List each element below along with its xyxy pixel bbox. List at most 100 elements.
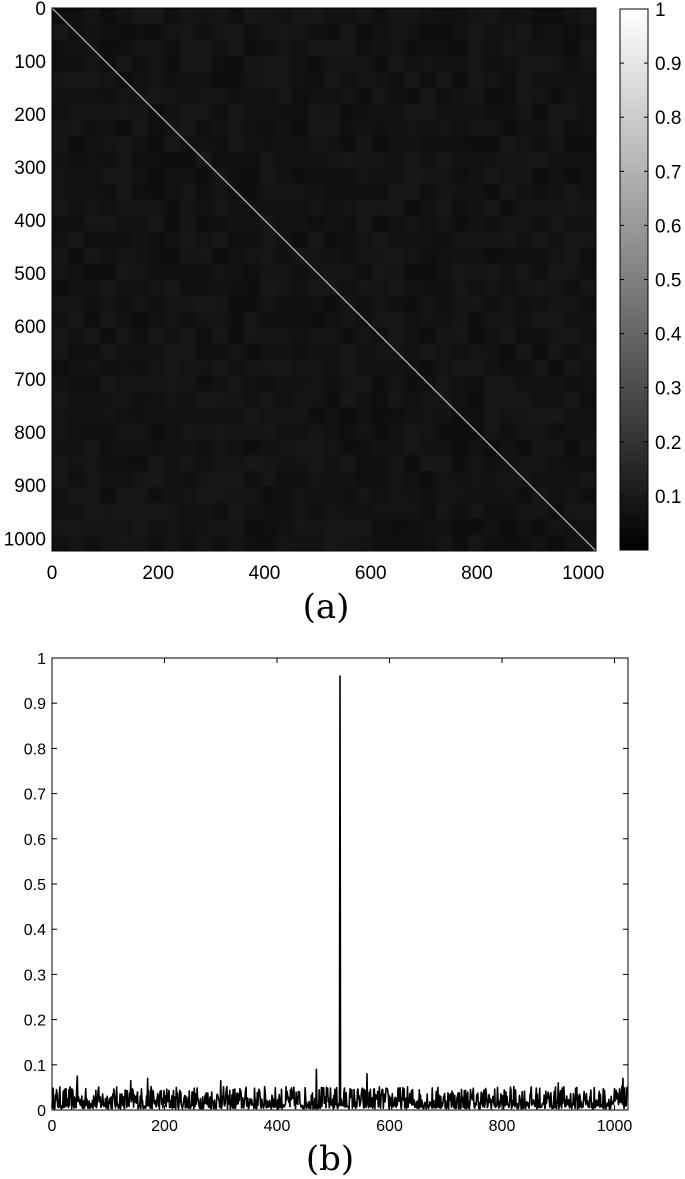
heatmap-cell [100,247,117,265]
heatmap-cell [340,343,357,360]
heatmap-cell [356,71,373,89]
heatmap-cell [388,199,405,217]
heatmap-cell [500,375,517,392]
heatmap-cell [196,103,213,121]
heatmap-cell [276,423,293,440]
heatmap-cell [196,439,213,456]
heatmap-cell [324,295,341,312]
heatmap-cell [276,503,293,520]
heatmap-cell [388,263,405,280]
heatmap-cell [116,455,133,472]
heatmap-cell [436,327,453,344]
line-chart-x-tick-label: 400 [264,1118,291,1135]
heatmap-cell [164,295,181,312]
heatmap-cell [548,455,565,472]
heatmap-cell [420,23,437,41]
heatmap-cell [420,423,437,440]
heatmap-cell [180,375,197,392]
heatmap-cell [244,375,261,392]
heatmap-cell [260,263,277,280]
heatmap-cell [324,135,341,153]
heatmap-cell [308,311,325,328]
heatmap-cell [532,199,549,217]
heatmap-cell [228,359,245,376]
heatmap-cell [468,535,485,552]
heatmap-cell [244,23,261,41]
heatmap-cell [564,311,581,328]
heatmap-cell [356,87,373,105]
heatmap-cell [532,455,549,472]
heatmap-cell [100,535,117,552]
heatmap-cell [68,55,85,73]
heatmap-cell [132,295,149,312]
heatmap-cell [404,215,421,233]
heatmap-cell [516,519,533,536]
heatmap-cell [484,151,501,169]
heatmap-cell [532,439,549,456]
heatmap-cell [500,231,517,249]
heatmap-cell [228,455,245,472]
heatmap-cell [52,391,69,408]
heatmap-cell [388,279,405,296]
heatmap-cell [212,103,229,121]
heatmap-cell [532,343,549,360]
heatmap-cell [148,375,165,392]
heatmap-cell [548,119,565,137]
heatmap-cell [452,279,469,296]
heatmap-cell [164,71,181,89]
heatmap-cell [68,119,85,137]
heatmap-cell [388,455,405,472]
heatmap-cell [276,327,293,344]
heatmap-cell [52,471,69,488]
heatmap-cell [132,391,149,408]
heatmap-cell [452,519,469,536]
heatmap-cell [84,23,101,41]
line-chart-y-tick-label: 0.2 [24,1013,46,1030]
heatmap-cell [516,55,533,73]
heatmap-cell [548,71,565,89]
heatmap-cell [468,55,485,73]
heatmap-cell [276,215,293,233]
heatmap-cell [228,423,245,440]
heatmap-cell [164,439,181,456]
heatmap-cell [132,199,149,217]
heatmap-cell [548,487,565,504]
heatmap-cell [180,231,197,249]
heatmap-cell [404,87,421,105]
heatmap-cell [372,503,389,520]
heatmap-cell [260,87,277,105]
heatmap-cell [148,503,165,520]
heatmap-cell [484,487,501,504]
heatmap-cell [564,151,581,169]
heatmap-cell [500,87,517,105]
heatmap-cell [180,391,197,408]
heatmap-cell [68,231,85,249]
heatmap-cell [420,247,437,265]
heatmap-cell [484,247,501,265]
heatmap-cell [84,455,101,472]
heatmap-cell [404,135,421,153]
heatmap-cell [532,167,549,185]
heatmap-cell [276,71,293,89]
heatmap-cell [196,8,213,25]
heatmap-cell [420,183,437,201]
heatmap-cell [468,375,485,392]
heatmap-cell [324,151,341,169]
heatmap-cell [468,455,485,472]
heatmap-cell [356,327,373,344]
heatmap-cell [500,103,517,121]
heatmap-cell [484,279,501,296]
heatmap-cell [228,87,245,105]
heatmap-cell [372,343,389,360]
heatmap-cell [452,471,469,488]
heatmap-cell [164,231,181,249]
heatmap-texture [52,8,597,552]
heatmap-cell [276,311,293,328]
heatmap-cell [84,423,101,440]
heatmap-cell [388,503,405,520]
heatmap-cell [324,407,341,424]
heatmap-cell [116,279,133,296]
heatmap-cell [580,199,597,217]
heatmap-cell [580,231,597,249]
